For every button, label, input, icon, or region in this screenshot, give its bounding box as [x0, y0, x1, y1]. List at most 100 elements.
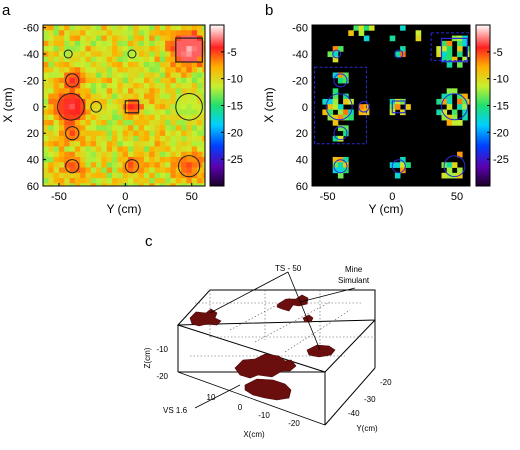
heatmap-cell [48, 51, 55, 58]
heatmap-cell [53, 93, 60, 100]
panel-c-box [176, 289, 376, 426]
heatmap-cell [96, 35, 102, 42]
colorbar-tick-label: -20 [493, 127, 509, 139]
heatmap-cell [74, 135, 81, 142]
heatmap-cell [58, 88, 65, 95]
heatmap-cell [64, 61, 70, 68]
heatmap-cell [467, 98, 470, 105]
heatmap-cell [191, 51, 198, 58]
heatmap-cell [64, 88, 70, 95]
heatmap-cell [112, 162, 118, 168]
heatmap-cell [175, 25, 182, 31]
ytick-label-3d: -20 [380, 378, 392, 387]
heatmap-cell [441, 172, 448, 179]
heatmap-cell [446, 162, 453, 168]
heatmap-cell [112, 56, 118, 63]
heatmap-cell [446, 114, 453, 121]
heatmap-cell [343, 98, 349, 105]
heatmap-cell [149, 35, 155, 42]
ytick-label-3d: -40 [348, 409, 360, 418]
heatmap-cell [74, 93, 81, 100]
heatmap-cell [48, 98, 55, 105]
heatmap-cell [133, 83, 140, 89]
heatmap-cell [117, 125, 124, 131]
heatmap-cell [90, 135, 97, 142]
heatmap-cell [64, 109, 70, 116]
heatmap-cell [58, 98, 65, 105]
heatmap-cell [101, 104, 108, 110]
heatmap-cell [394, 172, 401, 179]
heatmap-cell [197, 61, 203, 68]
heatmap-cell [64, 172, 70, 179]
heatmap-cell [80, 172, 86, 179]
heatmap-cell [353, 25, 360, 31]
heatmap-cell [117, 162, 124, 168]
heatmap-cell [191, 88, 198, 95]
heatmap-cell [133, 130, 140, 137]
heatmap-cell [85, 35, 92, 42]
heatmap-cell [400, 156, 406, 163]
heatmap-cell [154, 178, 161, 184]
heatmap-cell [327, 109, 334, 116]
heatmap-cell [170, 120, 177, 126]
heatmap-cell [186, 40, 193, 47]
heatmap-cell [101, 35, 108, 42]
heatmap-cell [138, 56, 145, 63]
heatmap-cell [186, 135, 193, 142]
heatmap-cell [53, 162, 60, 168]
heatmap-cell [154, 46, 161, 52]
heatmap-cell [69, 35, 76, 42]
heatmap-cell [202, 93, 205, 100]
target-circle-outline [63, 49, 73, 59]
heatmap-cell [101, 67, 108, 73]
heatmap-cell [53, 109, 60, 116]
heatmap-cell [122, 141, 129, 147]
heatmap-cell [112, 35, 118, 42]
heatmap-cell [48, 125, 55, 131]
heatmap-cell [74, 46, 81, 52]
heatmap-cell [327, 98, 334, 105]
heatmap-cell [337, 114, 344, 121]
heatmap-cell [122, 46, 129, 52]
heatmap-cell [170, 30, 177, 36]
heatmap-cell [58, 172, 65, 179]
heatmap-cell [138, 67, 145, 73]
heatmap-cell [117, 67, 124, 73]
heatmap-cell [175, 178, 182, 184]
heatmap-cell [69, 109, 76, 116]
heatmap-cell [80, 67, 86, 73]
heatmap-cell [48, 167, 55, 174]
heatmap-cell [159, 151, 166, 158]
heatmap-cell [64, 104, 70, 110]
heatmap-cell [117, 167, 124, 174]
heatmap-cell [48, 46, 55, 52]
heatmap-cell [143, 93, 150, 100]
heatmap-cell [90, 51, 97, 58]
heatmap-cell [143, 72, 150, 79]
heatmap-cell [149, 61, 155, 68]
heatmap-cell [154, 35, 161, 42]
heatmap-cell [159, 46, 166, 52]
heatmap-cell [337, 109, 344, 116]
heatmap-cell [159, 25, 166, 31]
heatmap-cell [74, 98, 81, 105]
heatmap-cell [58, 61, 65, 68]
heatmap-cell [154, 172, 161, 179]
heatmap-cell [202, 35, 205, 42]
heatmap-cell [197, 25, 203, 31]
ytick-label-3d: -30 [364, 395, 376, 404]
heatmap-cell [191, 77, 198, 84]
heatmap-cell [441, 56, 448, 63]
heatmap-cell [101, 183, 108, 186]
heatmap-cell [90, 183, 97, 186]
heatmap-cell [122, 167, 129, 174]
heatmap-cell [43, 56, 49, 63]
heatmap-cell [53, 72, 60, 79]
heatmap-cell [191, 61, 198, 68]
heatmap-cell [69, 120, 76, 126]
ytick-label: 0 [33, 102, 39, 114]
ytick-label: 20 [296, 128, 308, 140]
heatmap-cell [69, 130, 76, 137]
heatmap-cell [138, 98, 145, 105]
heatmap-cell [80, 125, 86, 131]
